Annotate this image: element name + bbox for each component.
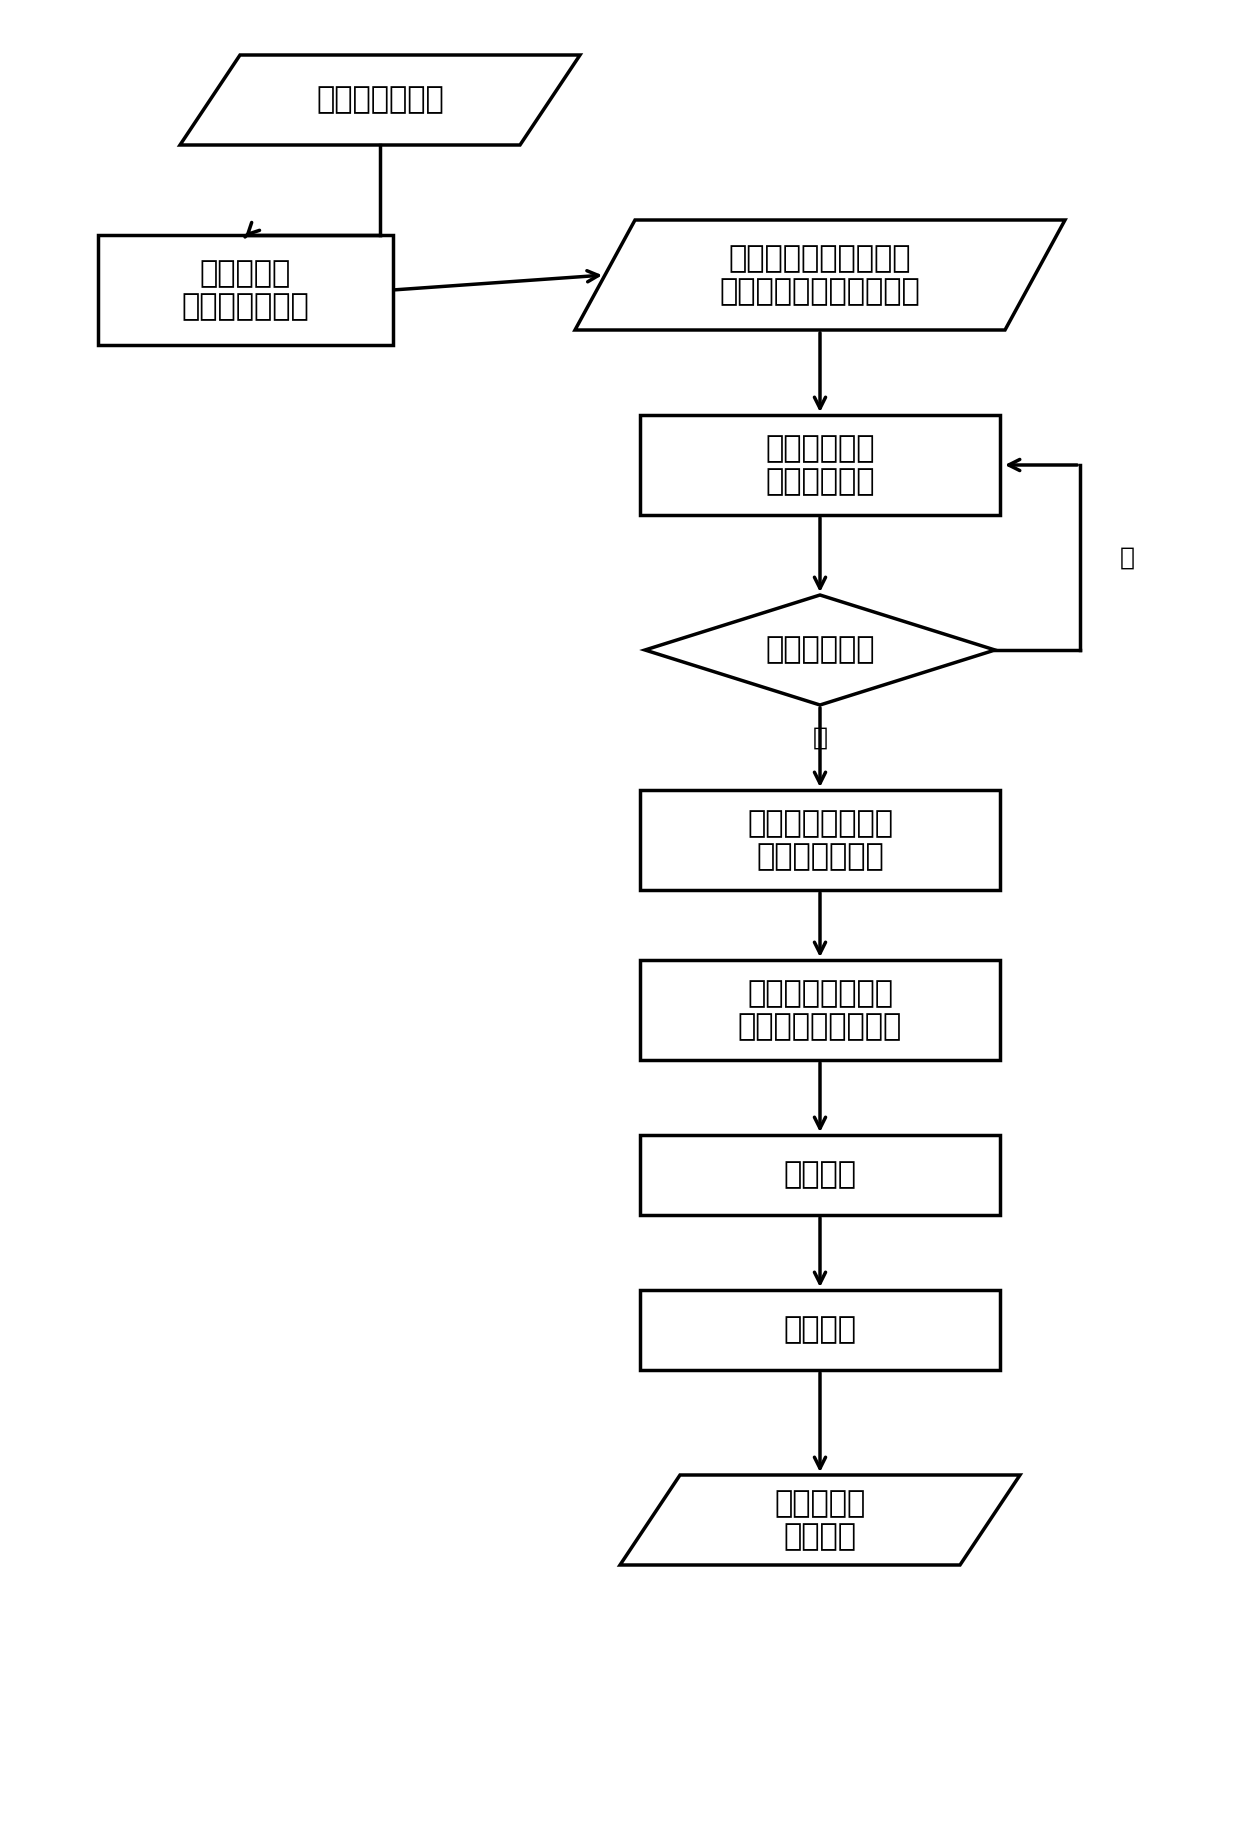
Bar bbox=[98, 236, 393, 345]
Text: 多点统计: 多点统计 bbox=[784, 1316, 857, 1345]
Text: 否: 否 bbox=[1120, 546, 1135, 569]
Text: 干涉数据基线
均值拟合计算: 干涉数据基线 均值拟合计算 bbox=[765, 433, 874, 496]
Text: 连线与实际海岸线
交点的栅格坐标转换: 连线与实际海岸线 交点的栅格坐标转换 bbox=[738, 979, 903, 1041]
Text: 是: 是 bbox=[812, 726, 827, 750]
Text: 依据观测点自带经纬度
信息将其叠加到参考底图: 依据观测点自带经纬度 信息将其叠加到参考底图 bbox=[719, 243, 920, 306]
Polygon shape bbox=[620, 1474, 1021, 1565]
Bar bbox=[640, 415, 999, 514]
Bar bbox=[640, 1135, 999, 1215]
Text: 理论海岸线观测点
的相邻两点连线: 理论海岸线观测点 的相邻两点连线 bbox=[746, 809, 893, 872]
Polygon shape bbox=[575, 219, 1065, 330]
Bar bbox=[640, 960, 999, 1060]
Polygon shape bbox=[645, 595, 994, 706]
Text: 对应经纬度
海岸线图像挑选: 对应经纬度 海岸线图像挑选 bbox=[181, 258, 309, 321]
Text: 差值计算: 差值计算 bbox=[784, 1161, 857, 1189]
Bar bbox=[640, 791, 999, 890]
Polygon shape bbox=[180, 55, 580, 146]
Bar bbox=[640, 1290, 999, 1369]
Text: 是否满足阈值: 是否满足阈值 bbox=[765, 636, 874, 665]
Text: 经度和纬度
误差均值: 经度和纬度 误差均值 bbox=[774, 1489, 866, 1552]
Text: 中高分辨率图像: 中高分辨率图像 bbox=[316, 85, 444, 114]
